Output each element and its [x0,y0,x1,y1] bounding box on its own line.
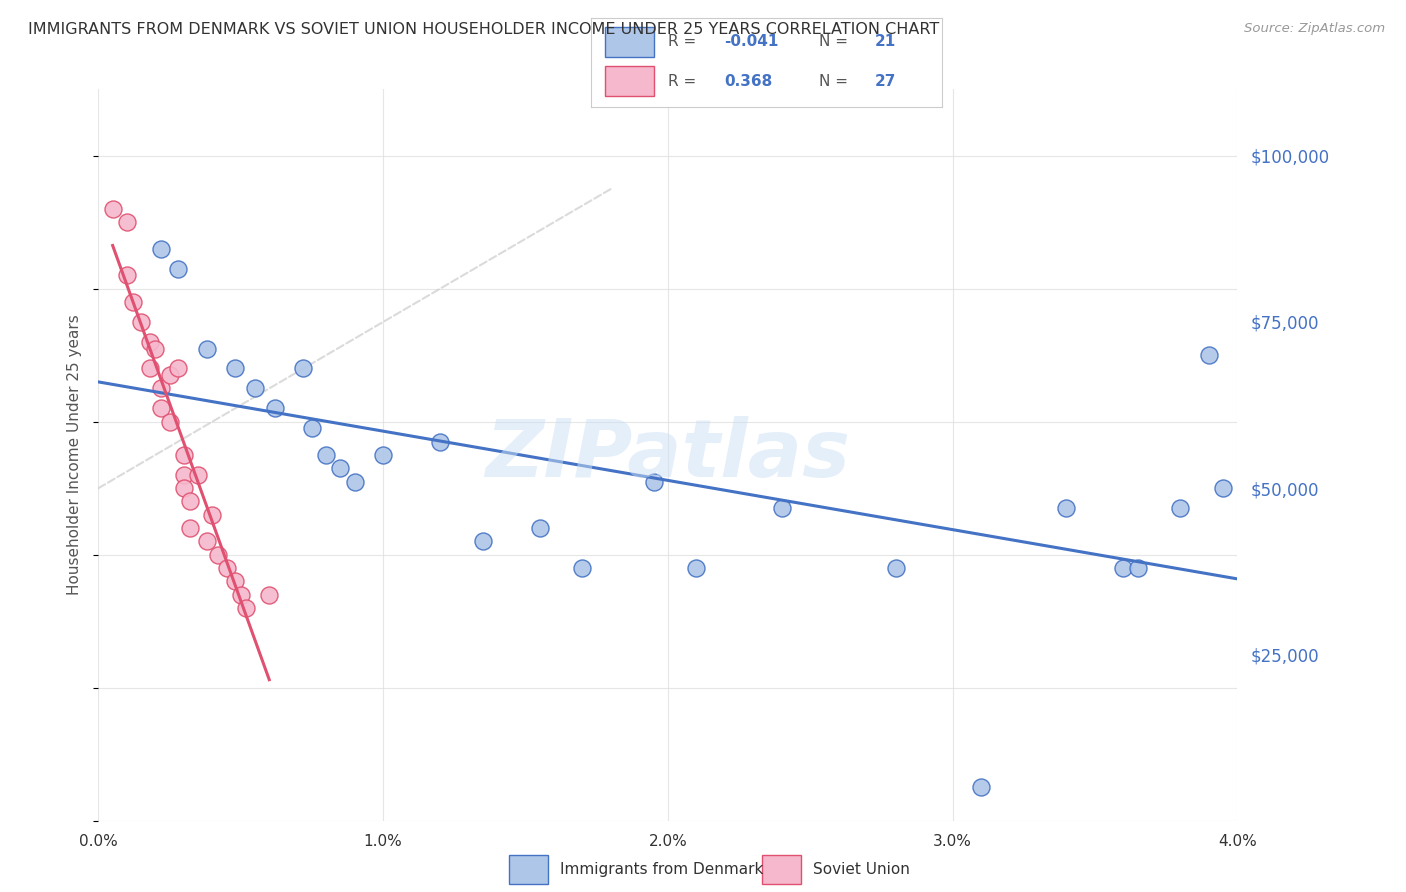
Text: 21: 21 [875,35,897,49]
Text: R =: R = [668,35,702,49]
Point [1198,348,1220,362]
Point [371,448,394,462]
Bar [605,27,654,57]
Point [159,368,181,383]
Point [129,315,152,329]
Point [529,521,551,535]
Text: 0.368: 0.368 [724,74,772,88]
Point [571,561,593,575]
Point [264,401,287,416]
Point [187,467,209,482]
Point [1170,501,1192,516]
Point [301,421,323,435]
Point [243,381,266,395]
Text: Immigrants from Denmark: Immigrants from Denmark [560,863,763,877]
Point [315,448,337,462]
Point [167,361,190,376]
Point [292,361,315,376]
Point [770,501,793,516]
Point [150,401,173,416]
Point [173,467,195,482]
Text: Soviet Union: Soviet Union [813,863,910,877]
Text: R =: R = [668,74,702,88]
Point [121,295,143,310]
Point [429,434,451,449]
Point [145,342,167,356]
Point [1056,501,1078,516]
Point [224,361,246,376]
Text: IMMIGRANTS FROM DENMARK VS SOVIET UNION HOUSEHOLDER INCOME UNDER 25 YEARS CORREL: IMMIGRANTS FROM DENMARK VS SOVIET UNION … [28,22,939,37]
Point [884,561,907,575]
Point [643,475,665,489]
Point [173,481,195,495]
Bar [762,855,801,884]
Text: N =: N = [818,74,853,88]
Point [138,361,160,376]
Point [970,780,993,795]
Point [159,415,181,429]
Point [1212,481,1234,495]
Point [115,215,138,229]
Point [207,548,229,562]
Bar [509,855,548,884]
Point [1126,561,1149,575]
Text: -0.041: -0.041 [724,35,779,49]
Point [224,574,246,589]
Point [115,268,138,283]
Point [343,475,366,489]
Bar [605,66,654,96]
Point [173,448,195,462]
Point [150,381,173,395]
Point [329,461,352,475]
Y-axis label: Householder Income Under 25 years: Householder Income Under 25 years [67,315,83,595]
Point [150,242,173,256]
Point [215,561,238,575]
Point [179,494,201,508]
Text: 27: 27 [875,74,897,88]
Point [195,534,218,549]
Point [138,334,160,349]
Text: Source: ZipAtlas.com: Source: ZipAtlas.com [1244,22,1385,36]
Text: N =: N = [818,35,853,49]
Text: ZIPatlas: ZIPatlas [485,416,851,494]
Point [229,588,252,602]
Point [685,561,707,575]
Point [195,342,218,356]
Point [167,261,190,276]
Point [101,202,124,216]
Point [1112,561,1135,575]
Point [235,600,257,615]
Point [179,521,201,535]
Point [259,588,281,602]
Point [201,508,224,522]
Point [471,534,494,549]
